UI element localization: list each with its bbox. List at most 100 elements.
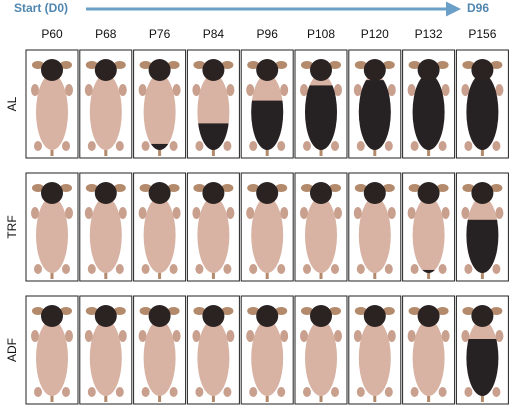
body xyxy=(36,320,68,396)
body xyxy=(305,197,337,273)
column-label: P60 xyxy=(41,27,63,41)
paw xyxy=(410,141,419,151)
paw xyxy=(277,387,286,397)
head xyxy=(363,305,386,327)
mouse-photo xyxy=(402,49,456,159)
paw xyxy=(172,330,181,342)
head xyxy=(363,59,386,81)
ear xyxy=(382,307,395,315)
ear xyxy=(354,184,367,192)
paw xyxy=(277,264,286,274)
body xyxy=(89,74,122,150)
head xyxy=(471,59,494,81)
ear xyxy=(139,61,152,69)
ear xyxy=(329,307,341,315)
ear xyxy=(221,61,234,69)
head xyxy=(148,305,171,327)
paw xyxy=(87,387,96,397)
ear xyxy=(490,61,503,69)
paw xyxy=(246,330,255,342)
body xyxy=(412,197,445,273)
ear xyxy=(329,184,341,192)
paw xyxy=(441,207,450,219)
ear xyxy=(113,307,126,315)
ear xyxy=(382,61,395,69)
ear xyxy=(32,184,44,192)
mouse-photo xyxy=(240,49,294,159)
mouse-photo xyxy=(25,49,79,159)
ear xyxy=(329,61,341,69)
body xyxy=(36,74,68,150)
ear xyxy=(436,307,449,315)
mouse-photo xyxy=(402,295,456,405)
paw xyxy=(31,330,39,342)
column-label: P108 xyxy=(307,27,335,41)
mouse-photo xyxy=(455,295,509,405)
mouse-photo xyxy=(133,172,187,282)
ear xyxy=(85,61,98,69)
paw xyxy=(169,141,178,151)
head xyxy=(94,182,117,204)
head xyxy=(94,59,117,81)
paw xyxy=(303,264,311,274)
ear xyxy=(113,184,126,192)
paw xyxy=(195,264,204,274)
paw xyxy=(300,207,308,219)
body xyxy=(143,74,176,150)
mouse-photo xyxy=(294,172,348,282)
head xyxy=(41,305,63,327)
row-label: TRF xyxy=(5,215,19,238)
paw xyxy=(331,264,339,274)
ear xyxy=(167,61,180,69)
paw xyxy=(331,387,339,397)
head xyxy=(256,182,279,204)
paw xyxy=(492,264,501,274)
paw xyxy=(356,387,365,397)
paw xyxy=(495,207,504,219)
ear xyxy=(167,307,180,315)
paw xyxy=(280,207,289,219)
paw xyxy=(495,84,504,96)
head xyxy=(417,305,440,327)
paw xyxy=(226,84,235,96)
paw xyxy=(495,330,504,342)
body xyxy=(143,197,176,273)
paw xyxy=(492,141,501,151)
paw xyxy=(84,207,93,219)
ear xyxy=(436,61,449,69)
mouse-photo xyxy=(240,172,294,282)
paw xyxy=(303,141,311,151)
paw xyxy=(407,207,416,219)
mouse-photo xyxy=(186,295,240,405)
paw xyxy=(169,264,178,274)
paw xyxy=(115,141,124,151)
paw xyxy=(172,84,181,96)
ear xyxy=(354,307,367,315)
paw xyxy=(387,84,396,96)
head xyxy=(41,59,63,81)
body xyxy=(197,320,230,396)
paw xyxy=(87,141,96,151)
dark-fur xyxy=(358,80,391,150)
column-label: P68 xyxy=(95,27,117,41)
ear xyxy=(354,61,367,69)
paw xyxy=(34,264,42,274)
head xyxy=(148,182,171,204)
mouse-photo xyxy=(348,49,402,159)
ear xyxy=(275,307,288,315)
paw xyxy=(249,387,258,397)
paw xyxy=(65,330,73,342)
paw xyxy=(387,330,396,342)
paw xyxy=(277,141,286,151)
paw xyxy=(438,141,447,151)
paw xyxy=(407,330,416,342)
paw xyxy=(87,264,96,274)
paw xyxy=(118,84,127,96)
paw xyxy=(118,207,127,219)
body xyxy=(358,320,391,396)
body xyxy=(143,320,176,396)
paw xyxy=(34,141,42,151)
paw xyxy=(34,387,42,397)
dark-fur xyxy=(466,74,499,150)
column-label: P156 xyxy=(468,27,496,41)
